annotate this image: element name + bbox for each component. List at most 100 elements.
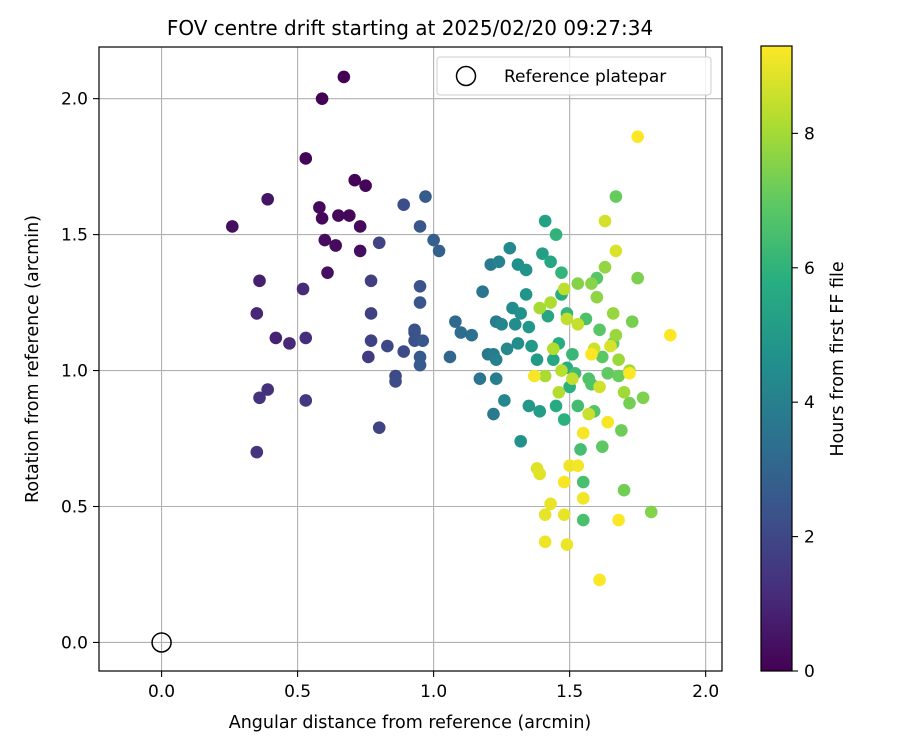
scatter-point [555, 266, 568, 279]
scatter-point [321, 266, 334, 279]
scatter-point [413, 296, 427, 309]
colorbar-ticks: 0 2 4 6 8 [792, 124, 815, 682]
y-tick-label: 0.5 [61, 498, 88, 518]
scatter-point [419, 190, 432, 203]
scatter-point [560, 538, 574, 551]
colorbar-tick-label: 8 [804, 124, 815, 144]
scatter-point [552, 386, 566, 399]
scatter-point [362, 350, 375, 364]
scatter-point [576, 426, 590, 440]
scatter-point [525, 339, 538, 353]
scatter-point [593, 573, 606, 587]
scatter-point [427, 233, 440, 247]
scatter-point [359, 179, 372, 192]
scatter-point [413, 220, 427, 233]
colorbar-tick-label: 4 [804, 393, 815, 413]
scatter-point [557, 413, 571, 426]
scatter-point [353, 244, 367, 258]
scatter-point [261, 192, 274, 206]
scatter-point [487, 407, 500, 421]
legend-marker-reference [455, 65, 477, 87]
scatter-point [508, 318, 522, 331]
scatter-point [313, 201, 326, 214]
scatter-point [318, 233, 332, 247]
scatter-point [332, 209, 345, 222]
scatter-point [582, 407, 595, 421]
scatter-point [498, 394, 511, 407]
scatter-point [601, 415, 615, 429]
scatter-point [522, 399, 536, 413]
scatter-point [519, 288, 533, 301]
scatter-point [372, 236, 386, 250]
colorbar-tick-label: 0 [804, 662, 815, 682]
scatter-point [522, 320, 536, 334]
scatter-point [495, 318, 508, 331]
scatter-point [511, 337, 525, 350]
scatter-point [574, 443, 587, 456]
scatter-point [549, 228, 563, 241]
scatter-point [408, 326, 421, 339]
colorbar-tick-label: 6 [804, 259, 815, 279]
scatter-point [598, 214, 612, 228]
scatter-point [538, 508, 552, 521]
scatter-point [533, 405, 547, 418]
y-axis: 0.0 0.5 1.0 1.5 2.0 [61, 90, 99, 653]
scatter-point [250, 445, 264, 459]
scatter-point [269, 331, 283, 345]
scatter-point [449, 315, 462, 328]
scatter-point [337, 70, 351, 84]
colorbar: 0 2 4 6 8 Hours from first FF file [760, 45, 848, 682]
x-tick-label: 1.0 [420, 682, 447, 702]
scatter-point [381, 339, 394, 353]
scatter-point [533, 301, 547, 315]
scatter-point [590, 290, 604, 304]
scatter-point [253, 274, 266, 288]
scatter-point [397, 198, 410, 211]
colorbar-frame [760, 45, 793, 672]
x-tick-label: 0.0 [148, 682, 175, 702]
scatter-point [617, 386, 631, 399]
scatter-point [557, 475, 571, 489]
x-tick-label: 2.0 [692, 682, 719, 702]
scatter-point [226, 220, 239, 233]
scatter-point [283, 337, 296, 350]
scatter-point [557, 282, 571, 296]
scatter-point [547, 353, 560, 366]
scatter-point [593, 323, 606, 337]
scatter-point [443, 350, 457, 364]
scatter-point [372, 421, 386, 434]
scatter-point [598, 260, 612, 274]
scatter-point [576, 475, 590, 489]
scatter-point [576, 492, 590, 505]
scatter-point [571, 399, 585, 413]
scatter-point [261, 383, 274, 396]
scatter-point [432, 244, 446, 258]
scatter-point [609, 328, 623, 342]
scatter-point [604, 339, 617, 353]
scatter-point [514, 434, 527, 448]
scatter-point [250, 307, 264, 320]
scatter-point [500, 342, 514, 356]
scatter-point [536, 247, 549, 260]
scatter-point [547, 342, 560, 356]
scatter-point [342, 209, 356, 222]
x-axis-label: Angular distance from reference (arcmin) [229, 713, 592, 733]
scatter-point [364, 307, 378, 320]
scatter-point [606, 307, 620, 320]
scatter-point [348, 173, 362, 187]
scatter-point [631, 271, 644, 285]
scatter-point [623, 366, 636, 380]
scatter-point [315, 92, 329, 105]
x-axis: 0.0 0.5 1.0 1.5 2.0 [148, 671, 719, 702]
scatter-point [533, 467, 547, 481]
scatter-point [601, 366, 615, 380]
scatter-point [595, 350, 609, 364]
scatter-point [555, 364, 568, 377]
scatter-point [585, 277, 598, 290]
scatter-point [492, 255, 506, 269]
scatter-point [541, 309, 555, 323]
scatter-point [465, 328, 479, 342]
legend-label-reference: Reference platepar [504, 67, 666, 87]
scatter-point [329, 239, 342, 252]
